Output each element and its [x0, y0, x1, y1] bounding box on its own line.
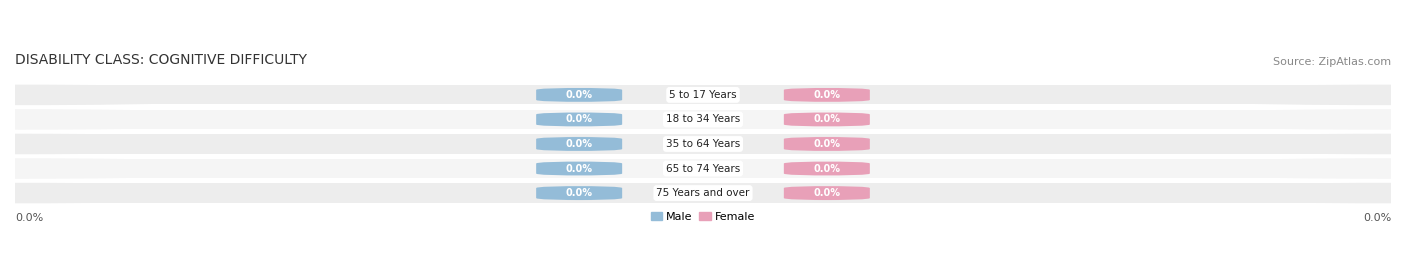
Legend: Male, Female: Male, Female [651, 211, 755, 222]
FancyBboxPatch shape [536, 137, 623, 151]
Circle shape [1116, 85, 1406, 105]
FancyBboxPatch shape [783, 137, 870, 151]
FancyBboxPatch shape [536, 112, 623, 126]
FancyBboxPatch shape [536, 186, 623, 200]
Circle shape [0, 184, 290, 203]
Text: 0.0%: 0.0% [1362, 213, 1391, 223]
Text: 0.0%: 0.0% [565, 90, 593, 100]
Bar [15, 159, 1391, 178]
Circle shape [0, 85, 290, 105]
Text: 65 to 74 Years: 65 to 74 Years [666, 163, 740, 173]
FancyBboxPatch shape [783, 162, 870, 176]
Text: Source: ZipAtlas.com: Source: ZipAtlas.com [1272, 57, 1391, 67]
Text: 18 to 34 Years: 18 to 34 Years [666, 114, 740, 124]
Text: 0.0%: 0.0% [565, 139, 593, 149]
Bar [15, 85, 1391, 105]
Bar [15, 135, 1391, 154]
Text: 0.0%: 0.0% [565, 188, 593, 198]
Circle shape [1116, 135, 1406, 154]
Text: 0.0%: 0.0% [813, 188, 841, 198]
FancyBboxPatch shape [783, 112, 870, 126]
Text: DISABILITY CLASS: COGNITIVE DIFFICULTY: DISABILITY CLASS: COGNITIVE DIFFICULTY [15, 53, 307, 67]
Circle shape [1116, 159, 1406, 178]
Text: 35 to 64 Years: 35 to 64 Years [666, 139, 740, 149]
Bar [15, 110, 1391, 129]
Bar [15, 184, 1391, 203]
FancyBboxPatch shape [783, 88, 870, 102]
Text: 0.0%: 0.0% [813, 114, 841, 124]
Circle shape [1116, 184, 1406, 203]
Text: 0.0%: 0.0% [813, 139, 841, 149]
Text: 0.0%: 0.0% [813, 163, 841, 173]
Text: 0.0%: 0.0% [565, 114, 593, 124]
Circle shape [0, 110, 290, 129]
Circle shape [0, 159, 290, 178]
Text: 0.0%: 0.0% [565, 163, 593, 173]
FancyBboxPatch shape [536, 162, 623, 176]
Text: 75 Years and over: 75 Years and over [657, 188, 749, 198]
Text: 0.0%: 0.0% [813, 90, 841, 100]
FancyBboxPatch shape [783, 186, 870, 200]
FancyBboxPatch shape [536, 88, 623, 102]
Text: 5 to 17 Years: 5 to 17 Years [669, 90, 737, 100]
Circle shape [0, 135, 290, 154]
Circle shape [1116, 110, 1406, 129]
Text: 0.0%: 0.0% [15, 213, 44, 223]
